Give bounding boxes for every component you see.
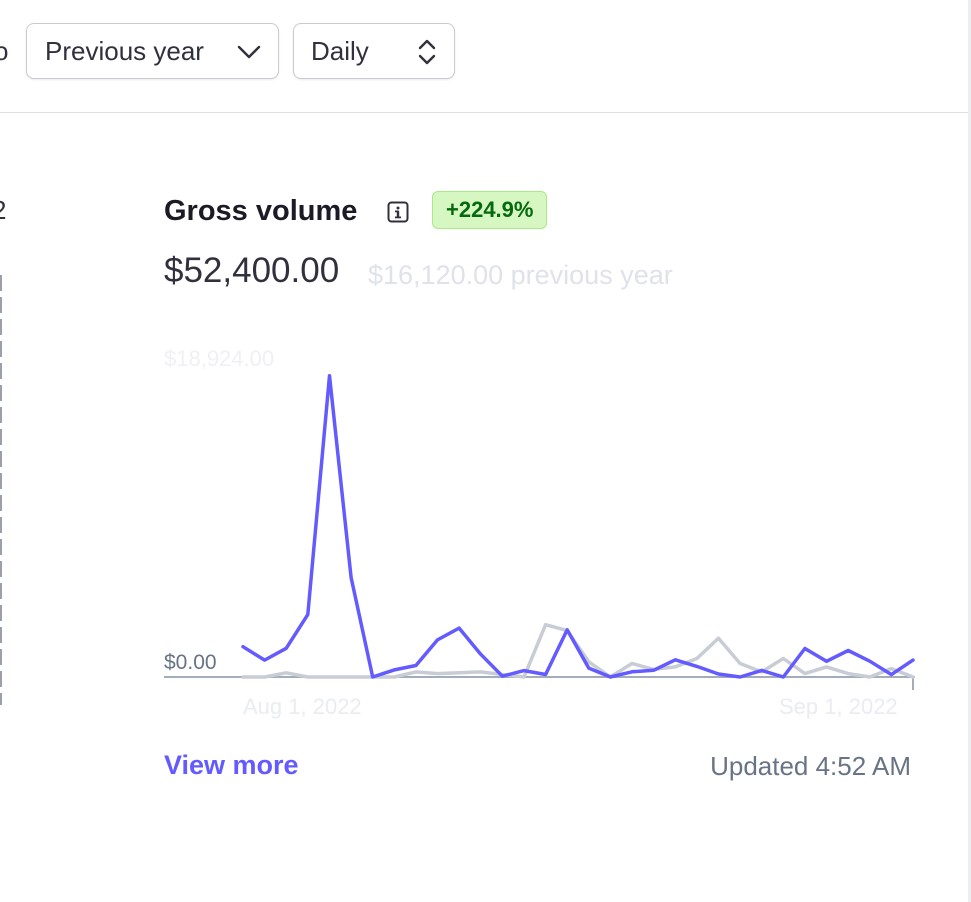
- change-badge: +224.9%: [432, 191, 548, 229]
- y-axis-zero-label: $0.00: [164, 651, 217, 674]
- chevron-up-down-icon: [418, 39, 436, 65]
- interval-select-value: Daily: [311, 35, 369, 66]
- clipped-filter-label: o: [0, 36, 9, 66]
- gross-volume-chart: [164, 374, 915, 690]
- x-axis-end-label: Sep 1, 2022: [779, 694, 898, 719]
- gross-volume-amount: $52,400.00: [164, 251, 340, 290]
- chevron-down-icon: [237, 45, 261, 59]
- interval-select[interactable]: Daily: [293, 23, 455, 79]
- right-edge-border: [968, 0, 971, 902]
- period-select-value: Previous year: [45, 35, 204, 66]
- y-axis-max-label: $18,924.00: [164, 346, 275, 371]
- view-more-link[interactable]: View more: [164, 750, 299, 780]
- x-axis-start-label: Aug 1, 2022: [243, 694, 362, 719]
- previous-year-amount: $16,120.00 previous year: [368, 260, 673, 290]
- left-panel-dashed-line: [0, 275, 2, 705]
- period-select[interactable]: Previous year: [26, 23, 279, 79]
- card-title: Gross volume: [164, 195, 358, 227]
- updated-timestamp: Updated 4:52 AM: [710, 751, 911, 781]
- header-divider: [0, 112, 971, 113]
- left-panel-clipped-text: 2: [0, 195, 6, 226]
- current-series-line: [241, 374, 915, 679]
- info-icon[interactable]: [387, 201, 409, 223]
